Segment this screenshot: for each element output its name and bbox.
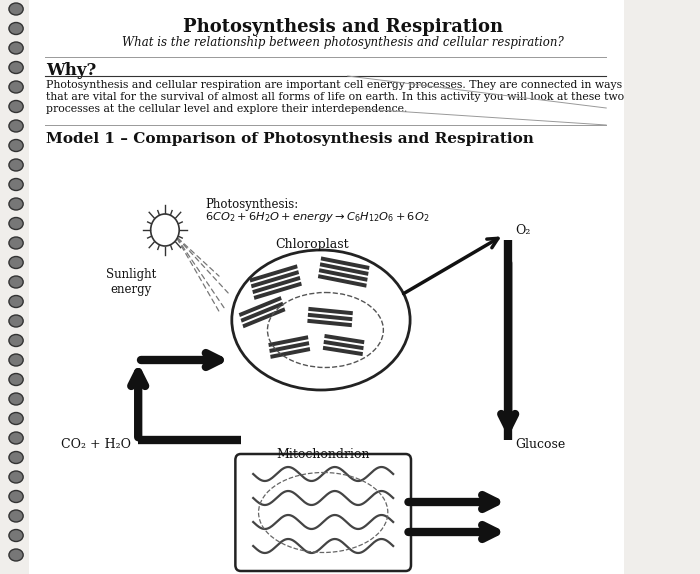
Polygon shape	[323, 340, 364, 350]
Ellipse shape	[9, 471, 23, 483]
Ellipse shape	[9, 218, 23, 230]
Polygon shape	[324, 334, 365, 344]
Ellipse shape	[9, 315, 23, 327]
Polygon shape	[318, 274, 367, 288]
Polygon shape	[241, 302, 284, 323]
Ellipse shape	[9, 198, 23, 210]
Text: Chloroplast: Chloroplast	[275, 238, 349, 251]
Text: Model 1 – Comparison of Photosynthesis and Respiration: Model 1 – Comparison of Photosynthesis a…	[46, 132, 534, 146]
Ellipse shape	[9, 393, 23, 405]
Ellipse shape	[9, 237, 23, 249]
Ellipse shape	[232, 250, 410, 390]
Ellipse shape	[9, 452, 23, 463]
Text: What is the relationship between photosynthesis and cellular respiration?: What is the relationship between photosy…	[122, 36, 564, 49]
FancyBboxPatch shape	[29, 0, 624, 574]
Ellipse shape	[9, 296, 23, 308]
Polygon shape	[320, 262, 369, 276]
Ellipse shape	[9, 374, 23, 386]
Ellipse shape	[9, 510, 23, 522]
Polygon shape	[239, 296, 282, 317]
Polygon shape	[308, 313, 353, 321]
Text: CO₂ + H₂O: CO₂ + H₂O	[61, 439, 131, 452]
Ellipse shape	[9, 139, 23, 152]
Circle shape	[150, 214, 179, 246]
Text: that are vital for the survival of almost all forms of life on earth. In this ac: that are vital for the survival of almos…	[46, 92, 624, 102]
Text: $6CO_2 + 6H_2O + energy \rightarrow C_6H_{12}O_6 + 6O_2$: $6CO_2 + 6H_2O + energy \rightarrow C_6H…	[205, 210, 430, 224]
Ellipse shape	[9, 432, 23, 444]
Ellipse shape	[9, 42, 23, 54]
Text: Photosynthesis and Respiration: Photosynthesis and Respiration	[183, 18, 503, 36]
Ellipse shape	[9, 276, 23, 288]
Ellipse shape	[9, 529, 23, 541]
Text: Photosynthesis:: Photosynthesis:	[205, 198, 298, 211]
Text: Mitochondrion: Mitochondrion	[276, 448, 370, 461]
Text: Glucose: Glucose	[515, 439, 566, 452]
Polygon shape	[270, 341, 309, 353]
Ellipse shape	[9, 179, 23, 191]
Text: O₂: O₂	[515, 223, 531, 236]
Ellipse shape	[9, 61, 23, 73]
Polygon shape	[249, 265, 298, 282]
Polygon shape	[268, 335, 309, 347]
Text: Why?: Why?	[46, 62, 97, 79]
Polygon shape	[251, 270, 299, 288]
Text: Sunlight
energy: Sunlight energy	[106, 268, 156, 296]
Polygon shape	[321, 257, 370, 270]
Polygon shape	[242, 308, 286, 328]
Ellipse shape	[9, 3, 23, 15]
Ellipse shape	[9, 159, 23, 171]
Polygon shape	[323, 346, 363, 356]
Ellipse shape	[9, 491, 23, 502]
Ellipse shape	[9, 335, 23, 347]
Ellipse shape	[9, 354, 23, 366]
Ellipse shape	[9, 120, 23, 132]
Ellipse shape	[9, 81, 23, 93]
Text: processes at the cellular level and explore their interdependence.: processes at the cellular level and expl…	[46, 104, 407, 114]
Text: Photosynthesis and cellular respiration are important cell energy processes. The: Photosynthesis and cellular respiration …	[46, 80, 622, 90]
Ellipse shape	[9, 22, 23, 34]
Polygon shape	[318, 268, 368, 282]
Polygon shape	[307, 319, 352, 327]
Polygon shape	[270, 347, 310, 359]
Ellipse shape	[9, 549, 23, 561]
Ellipse shape	[9, 257, 23, 269]
Ellipse shape	[9, 100, 23, 113]
FancyBboxPatch shape	[235, 454, 411, 571]
Polygon shape	[308, 307, 353, 315]
Polygon shape	[253, 282, 302, 300]
Ellipse shape	[9, 413, 23, 425]
Polygon shape	[252, 276, 300, 294]
